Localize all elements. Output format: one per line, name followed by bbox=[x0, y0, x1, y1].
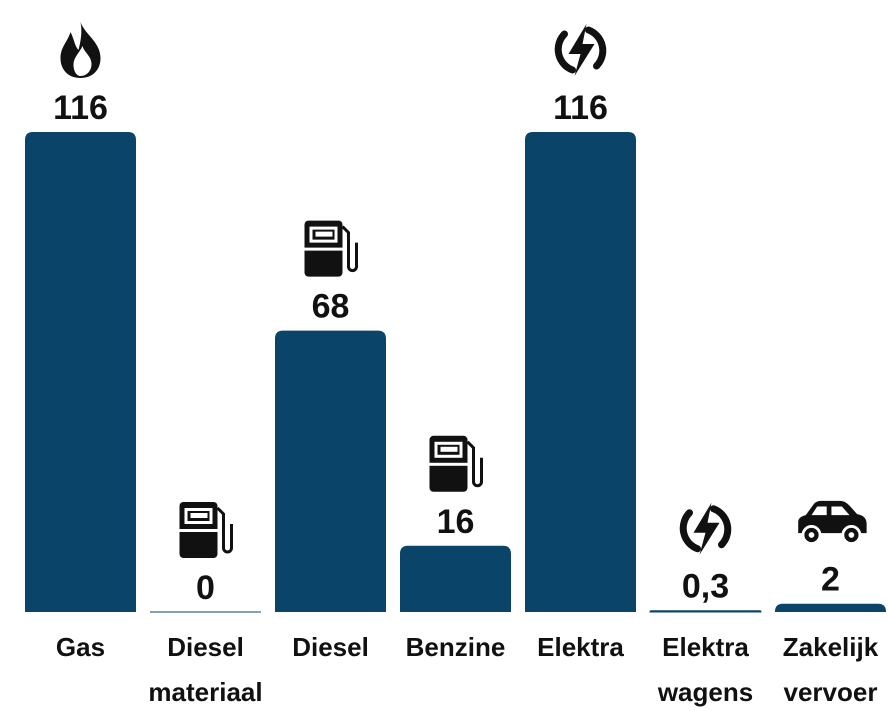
category-label: Benzine bbox=[405, 632, 506, 662]
category-label: Zakelijk vervoer bbox=[782, 632, 879, 707]
bar bbox=[275, 330, 386, 612]
icon bbox=[683, 503, 728, 555]
icon bbox=[178, 500, 233, 560]
icon bbox=[428, 434, 483, 494]
category-label: Gas bbox=[55, 632, 106, 662]
category-label: Elektra wagens bbox=[657, 632, 754, 707]
bar bbox=[25, 132, 136, 612]
value-label: 16 bbox=[437, 503, 475, 541]
bar bbox=[525, 132, 636, 612]
bar bbox=[775, 603, 886, 612]
value-label: 0,3 bbox=[682, 568, 729, 606]
category-label: Elektra bbox=[537, 632, 624, 662]
category-label: Diesel materiaal bbox=[148, 632, 263, 707]
value-label: 0 bbox=[196, 569, 215, 607]
icon bbox=[303, 219, 358, 279]
bar bbox=[649, 610, 762, 613]
value-label: 2 bbox=[821, 561, 840, 599]
value-label: 116 bbox=[53, 89, 108, 127]
category-label: Diesel bbox=[292, 632, 369, 662]
bar bbox=[400, 545, 511, 612]
value-label: 116 bbox=[553, 89, 608, 127]
icon bbox=[558, 24, 603, 76]
icon bbox=[60, 22, 101, 78]
icon bbox=[796, 499, 869, 545]
value-label: 68 bbox=[312, 288, 350, 326]
